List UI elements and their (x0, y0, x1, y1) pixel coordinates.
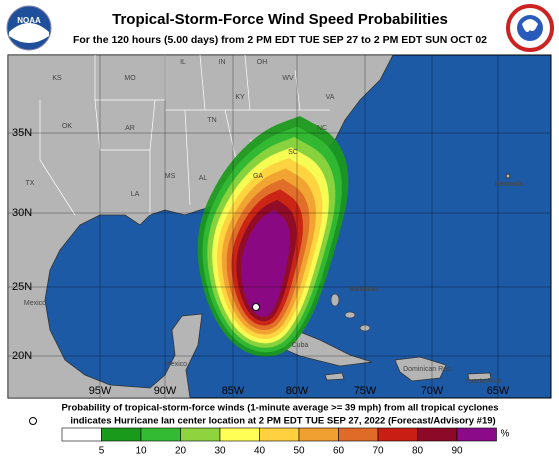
probability-contours (197, 116, 349, 357)
legend-swatch (219, 427, 260, 442)
legend-tick-label: 80 (412, 446, 424, 457)
latitude-label: 30N (12, 207, 32, 219)
legend-tick-label: 60 (333, 446, 345, 457)
legend-tick-label: 90 (451, 446, 463, 457)
footer-line-2: indicates Hurricane Ian center location … (70, 416, 495, 427)
legend-swatch (377, 427, 418, 442)
state-lines (39, 55, 330, 216)
legend-tick-label: 50 (293, 446, 305, 457)
place-label: Mexico (165, 361, 187, 368)
place-label: AR (125, 125, 135, 132)
map: KS MO IL IN OH WV KY VA TN NC OK AR MS AL GA SC TX LA Berm… (7, 54, 552, 399)
legend: 5 10 20 30 40 50 60 70 80 90% (61, 427, 510, 457)
place-label: AL (199, 175, 208, 182)
longitude-label: 80W (286, 385, 309, 397)
legend-tick-label: 40 (254, 446, 266, 457)
legend-swatch (417, 427, 458, 442)
noaa-logo-text: NOAA (17, 16, 41, 25)
legend-tick-label: 10 (135, 446, 147, 457)
latitude-label: 20N (12, 350, 32, 362)
place-label: MO (124, 75, 136, 82)
legend-unit: % (501, 429, 510, 440)
longitude-label: 70W (421, 385, 444, 397)
contour-band (241, 210, 291, 317)
footer-line-1: Probability of tropical-storm-force wind… (61, 403, 498, 414)
legend-swatch (101, 427, 142, 442)
place-label: MS (165, 173, 176, 180)
place-label: NC (317, 125, 327, 132)
place-label: Bahamas (349, 286, 379, 293)
place-label: Bermuda (495, 181, 524, 188)
noaa-logo-wave (9, 23, 49, 43)
place-label: Mexico (24, 300, 46, 307)
legend-swatch (456, 427, 497, 442)
land-hispaniola (394, 356, 447, 382)
legend-swatch (259, 427, 300, 442)
longitude-label: 65W (487, 385, 510, 397)
land-bermuda (505, 173, 511, 179)
place-label: VA (326, 94, 335, 101)
legend-tick-label: 20 (175, 446, 187, 457)
land-jamaica (324, 372, 345, 381)
subtitle: For the 120 hours (5.00 days) from 2 PM … (73, 34, 487, 46)
storm-center (252, 303, 260, 311)
place-label: WV (282, 75, 294, 82)
title: Tropical-Storm-Force Wind Speed Probabil… (112, 11, 448, 28)
longitude-label: 75W (354, 385, 377, 397)
longitude-label: 85W (222, 385, 245, 397)
legend-swatch (140, 427, 181, 442)
place-label: SC (288, 149, 298, 156)
place-label: OH (257, 59, 268, 66)
footer-center-icon (29, 417, 37, 425)
latitude-label: 35N (12, 127, 32, 139)
place-label: Cuba (292, 342, 309, 349)
place-label: LA (131, 191, 140, 198)
place-label: Puerto Rico (465, 378, 502, 385)
land-puerto-rico (467, 372, 492, 381)
legend-swatch (61, 427, 102, 442)
place-label: KS (52, 75, 62, 82)
place-label: TN (207, 117, 216, 124)
legend-swatch (180, 427, 221, 442)
longitude-label: 95W (89, 385, 112, 397)
graticule (8, 55, 551, 398)
legend-swatch (338, 427, 379, 442)
place-label: Dominican Rep. (403, 366, 453, 373)
place-label: TX (26, 180, 35, 187)
legend-tick-label: 5 (99, 446, 105, 457)
place-label: GA (253, 173, 263, 180)
legend-tick-label: 70 (372, 446, 384, 457)
place-label: IL (180, 59, 186, 66)
place-label: IN (219, 59, 226, 66)
legend-tick-label: 30 (214, 446, 226, 457)
place-label: KY (235, 94, 245, 101)
legend-swatch (298, 427, 339, 442)
place-label: OK (62, 123, 72, 130)
nws-logo-cloud (522, 19, 538, 32)
latitude-label: 25N (12, 281, 32, 293)
longitude-label: 90W (154, 385, 177, 397)
